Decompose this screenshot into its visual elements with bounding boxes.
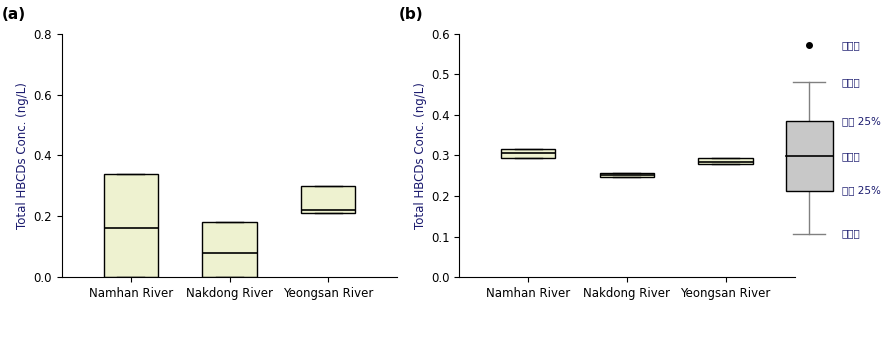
PathPatch shape — [301, 186, 355, 213]
Text: 최대값: 최대값 — [841, 77, 860, 88]
Text: 최소값: 최소값 — [841, 228, 860, 239]
Text: 하위 25%: 하위 25% — [841, 186, 880, 196]
Y-axis label: Total HBCDs Conc. (ng/L): Total HBCDs Conc. (ng/L) — [16, 82, 29, 229]
PathPatch shape — [104, 174, 158, 277]
Text: (a): (a) — [2, 7, 26, 22]
Text: 중위값: 중위값 — [841, 151, 860, 161]
PathPatch shape — [600, 172, 654, 176]
PathPatch shape — [202, 222, 257, 277]
PathPatch shape — [502, 149, 555, 158]
Text: 상위 25%: 상위 25% — [841, 116, 880, 126]
Text: (b): (b) — [399, 7, 423, 22]
Text: 이상치: 이상치 — [841, 40, 860, 50]
Bar — [786, 121, 834, 191]
PathPatch shape — [698, 158, 752, 164]
Y-axis label: Total HBCDs Conc. (ng/L): Total HBCDs Conc. (ng/L) — [413, 82, 426, 229]
